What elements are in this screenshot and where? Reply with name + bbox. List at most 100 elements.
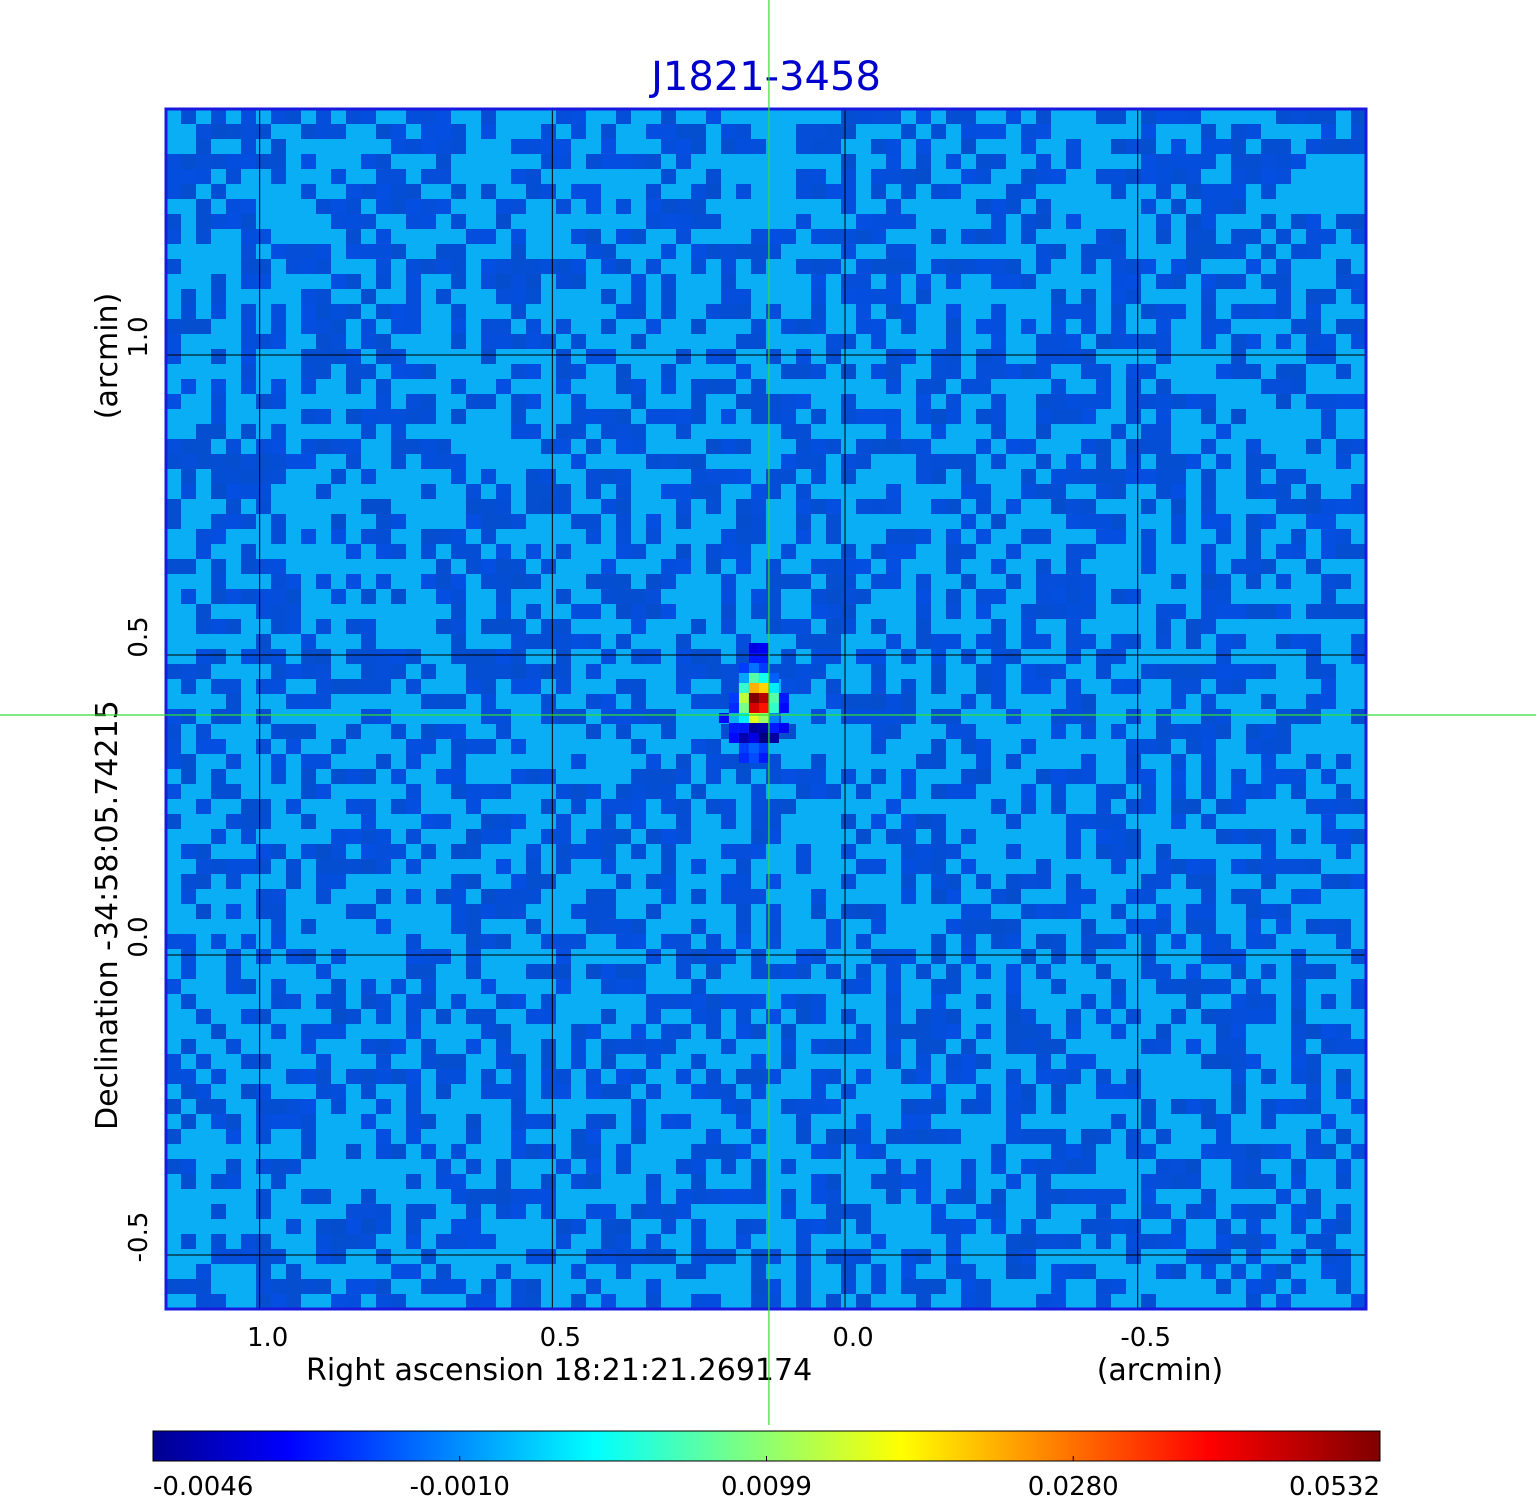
- noise-cell: [1051, 1294, 1066, 1309]
- noise-cell: [901, 1249, 916, 1264]
- noise-cell: [256, 904, 271, 919]
- noise-cell: [961, 829, 976, 844]
- noise-cell: [1306, 634, 1321, 649]
- noise-cell: [1351, 229, 1366, 244]
- noise-cell: [781, 964, 796, 979]
- noise-cell: [1036, 634, 1051, 649]
- noise-cell: [901, 709, 916, 724]
- noise-cell: [706, 934, 721, 949]
- noise-cell: [556, 199, 571, 214]
- noise-cell: [976, 409, 991, 424]
- noise-cell: [241, 109, 256, 124]
- noise-cell: [1246, 124, 1261, 139]
- noise-cell: [706, 994, 721, 1009]
- noise-cell: [271, 529, 286, 544]
- noise-cell: [1006, 934, 1021, 949]
- noise-cell: [211, 574, 226, 589]
- noise-cell: [946, 499, 961, 514]
- noise-cell: [421, 1279, 436, 1294]
- noise-cell: [466, 1204, 481, 1219]
- noise-cell: [601, 919, 616, 934]
- noise-cell: [166, 319, 181, 334]
- noise-cell: [916, 454, 931, 469]
- noise-cell: [1351, 289, 1366, 304]
- noise-cell: [1291, 1249, 1306, 1264]
- noise-cell: [946, 349, 961, 364]
- noise-cell: [766, 619, 781, 634]
- noise-cell: [1321, 124, 1336, 139]
- noise-cell: [481, 664, 496, 679]
- noise-cell: [886, 544, 901, 559]
- noise-cell: [1231, 1069, 1246, 1084]
- noise-cell: [586, 724, 601, 739]
- noise-cell: [736, 1234, 751, 1249]
- noise-cell: [166, 454, 181, 469]
- noise-cell: [706, 949, 721, 964]
- noise-cell: [946, 724, 961, 739]
- noise-cell: [196, 724, 211, 739]
- noise-cell: [601, 1054, 616, 1069]
- noise-cell: [1036, 484, 1051, 499]
- noise-cell: [1096, 439, 1111, 454]
- noise-cell: [601, 424, 616, 439]
- noise-cell: [496, 484, 511, 499]
- noise-cell: [1081, 394, 1096, 409]
- noise-cell: [1096, 649, 1111, 664]
- noise-cell: [961, 1159, 976, 1174]
- noise-cell: [1171, 529, 1186, 544]
- noise-cell: [541, 1039, 556, 1054]
- noise-cell: [661, 1039, 676, 1054]
- noise-cell: [1051, 169, 1066, 184]
- noise-cell: [481, 784, 496, 799]
- noise-cell: [1276, 229, 1291, 244]
- noise-cell: [1246, 469, 1261, 484]
- noise-cell: [766, 559, 781, 574]
- noise-cell: [706, 1294, 721, 1309]
- noise-cell: [316, 1249, 331, 1264]
- noise-cell: [841, 979, 856, 994]
- noise-cell: [856, 1024, 871, 1039]
- noise-cell: [841, 1084, 856, 1099]
- noise-cell: [271, 724, 286, 739]
- noise-cell: [1126, 1129, 1141, 1144]
- noise-cell: [841, 454, 856, 469]
- noise-cell: [811, 409, 826, 424]
- noise-cell: [961, 784, 976, 799]
- noise-cell: [331, 1234, 346, 1249]
- noise-cell: [1171, 574, 1186, 589]
- noise-cell: [1036, 574, 1051, 589]
- noise-cell: [886, 244, 901, 259]
- noise-cell: [781, 994, 796, 1009]
- noise-cell: [1336, 259, 1351, 274]
- noise-cell: [256, 1159, 271, 1174]
- noise-cell: [1321, 589, 1336, 604]
- noise-cell: [706, 754, 721, 769]
- noise-cell: [781, 1039, 796, 1054]
- noise-cell: [391, 589, 406, 604]
- noise-cell: [1141, 1189, 1156, 1204]
- noise-cell: [1006, 1084, 1021, 1099]
- noise-cell: [511, 1189, 526, 1204]
- noise-cell: [466, 904, 481, 919]
- noise-cell: [766, 244, 781, 259]
- noise-cell: [1156, 184, 1171, 199]
- noise-cell: [1246, 574, 1261, 589]
- noise-cell: [211, 214, 226, 229]
- noise-cell: [1051, 289, 1066, 304]
- noise-cell: [211, 709, 226, 724]
- noise-cell: [1246, 559, 1261, 574]
- noise-cell: [1036, 454, 1051, 469]
- noise-cell: [721, 1189, 736, 1204]
- noise-cell: [601, 1084, 616, 1099]
- noise-cell: [1336, 1219, 1351, 1234]
- noise-cell: [451, 604, 466, 619]
- noise-cell: [1156, 229, 1171, 244]
- noise-cell: [1066, 844, 1081, 859]
- noise-cell: [811, 889, 826, 904]
- noise-cell: [481, 1069, 496, 1084]
- noise-cell: [976, 154, 991, 169]
- noise-cell: [901, 694, 916, 709]
- noise-cell: [1216, 244, 1231, 259]
- noise-cell: [1066, 499, 1081, 514]
- noise-cell: [826, 1294, 841, 1309]
